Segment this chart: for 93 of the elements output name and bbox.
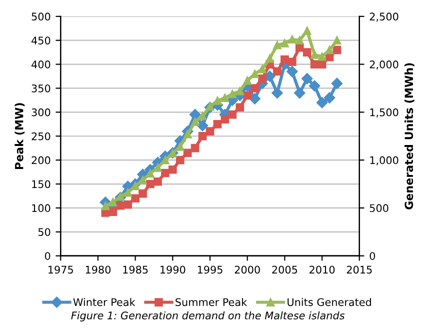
point <box>286 66 298 78</box>
legend-label: Summer Peak <box>176 298 248 306</box>
y2-tick-label: 1,000 <box>370 156 398 166</box>
point <box>108 198 118 206</box>
point <box>288 35 296 44</box>
point <box>318 52 326 61</box>
point <box>228 110 237 119</box>
point <box>161 156 170 164</box>
point <box>294 87 306 99</box>
point <box>331 78 343 90</box>
point <box>220 115 230 124</box>
point <box>295 36 304 45</box>
point <box>288 58 296 66</box>
point <box>146 169 154 178</box>
y-tick-label: 350 <box>32 84 50 92</box>
x-tick-label: 2000 <box>234 266 260 274</box>
x-tick-label: 1975 <box>48 266 73 274</box>
point <box>243 76 252 85</box>
point <box>310 60 319 68</box>
x-tick-label: 1990 <box>160 266 186 274</box>
y-tick-label: 100 <box>32 204 50 212</box>
point <box>196 120 208 132</box>
y2-tick-label: 2,500 <box>370 12 398 22</box>
y-axis-title: Peak (MW) <box>14 103 25 170</box>
point <box>243 91 252 100</box>
x-tick-label: 1995 <box>198 266 222 274</box>
point <box>266 54 274 63</box>
y-tick-label: 0 <box>44 252 50 260</box>
y2-tick-label: 0 <box>370 252 376 260</box>
y-tick-label: 250 <box>32 132 50 140</box>
point <box>280 39 289 48</box>
point <box>183 148 192 158</box>
y2-axis-title: Generated Units (MWh) <box>404 63 414 210</box>
point <box>302 48 312 56</box>
point <box>131 194 140 203</box>
point <box>273 67 282 76</box>
legend-label: Winter Peak <box>73 298 136 306</box>
point <box>213 120 222 128</box>
point <box>124 188 132 197</box>
y-tick-label: 400 <box>32 60 50 68</box>
point <box>258 64 266 74</box>
point <box>116 192 125 201</box>
point <box>316 96 328 108</box>
y2-tick-label: 1,500 <box>370 108 398 118</box>
point <box>154 164 162 172</box>
caption: Figure 1: Generation demand on the Maltese islands <box>71 311 345 322</box>
point <box>324 92 336 104</box>
point <box>220 94 230 102</box>
x-tick-label: 2005 <box>272 266 298 274</box>
point <box>138 176 147 184</box>
point <box>332 36 342 45</box>
point <box>183 130 192 138</box>
point <box>138 189 147 198</box>
point <box>176 156 184 164</box>
point <box>190 118 200 126</box>
y-tick-label: 500 <box>32 12 50 21</box>
point <box>249 93 260 104</box>
point <box>206 127 214 136</box>
point <box>302 26 312 35</box>
point <box>302 73 313 84</box>
x-tick-label: 2015 <box>346 266 372 274</box>
point <box>168 165 177 174</box>
point <box>124 200 132 209</box>
point <box>161 168 170 178</box>
point <box>250 70 259 78</box>
point <box>154 177 162 186</box>
y2-tick-label: 2,000 <box>370 60 398 70</box>
x-tick-label: 1980 <box>86 266 111 274</box>
point <box>310 50 319 59</box>
point <box>236 86 244 96</box>
legend-label: Units Generated <box>288 298 371 306</box>
point <box>272 87 283 99</box>
y-tick-label: 450 <box>32 36 50 44</box>
y-tick-label: 50 <box>38 228 50 236</box>
point <box>108 208 118 216</box>
point <box>332 46 342 54</box>
point <box>273 40 282 50</box>
y-tick-label: 150 <box>32 180 50 188</box>
point <box>101 202 110 210</box>
point <box>258 74 266 83</box>
y2-tick-label: 500 <box>370 204 388 212</box>
x-tick-label: 2010 <box>310 266 335 274</box>
point <box>189 108 201 120</box>
point <box>190 144 200 152</box>
point <box>280 55 289 64</box>
point <box>250 84 259 92</box>
point <box>228 90 237 98</box>
x-tick-label: 1985 <box>123 266 148 274</box>
point <box>198 132 207 140</box>
y-tick-label: 200 <box>32 156 50 164</box>
point <box>236 103 244 112</box>
point <box>308 80 320 92</box>
y-tick-label: 300 <box>32 108 50 116</box>
